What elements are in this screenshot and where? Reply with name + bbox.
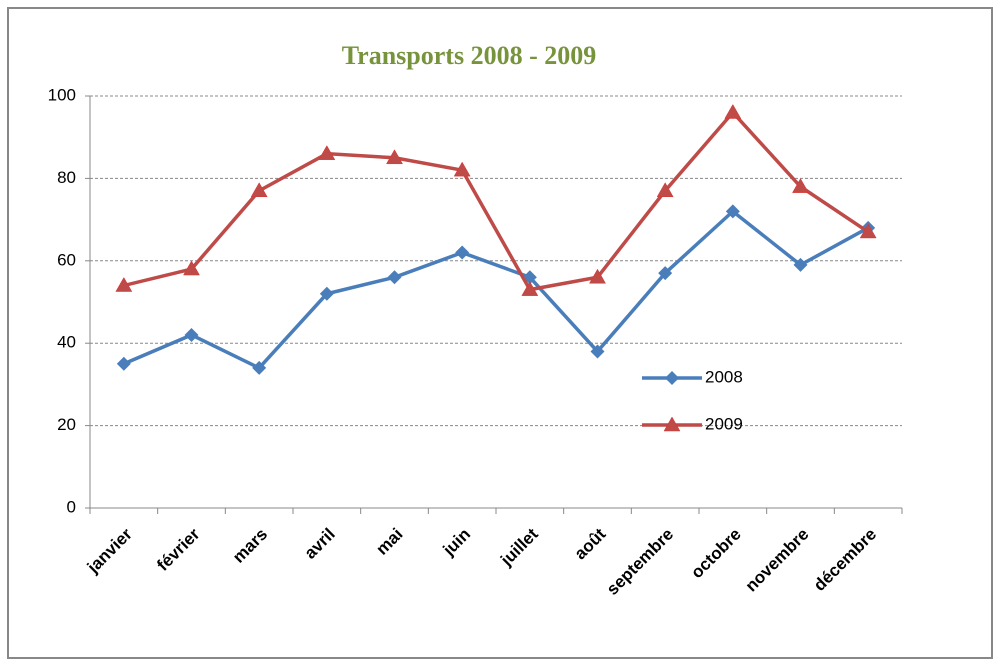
legend-label: 2008 — [705, 367, 743, 386]
legend-marker — [665, 371, 679, 385]
point-marker — [793, 257, 808, 272]
point-marker — [725, 204, 740, 219]
y-tick-label: 0 — [67, 497, 76, 516]
series-line — [123, 109, 870, 292]
point-marker — [387, 270, 402, 285]
point-marker — [724, 103, 742, 119]
chart-border — [7, 7, 993, 659]
point-marker — [590, 344, 605, 359]
point-marker — [386, 149, 403, 165]
y-tick-label: 100 — [48, 85, 76, 104]
y-tick-label: 20 — [57, 415, 76, 434]
y-tick-label: 80 — [57, 168, 76, 187]
point-marker — [455, 245, 470, 260]
point-marker — [116, 356, 131, 371]
point-marker — [183, 260, 200, 276]
legend-marker — [663, 416, 681, 432]
point-marker — [184, 327, 199, 342]
point-marker — [521, 281, 539, 296]
series-line — [123, 209, 870, 371]
point-marker — [115, 277, 133, 292]
chart-title: Transports 2008 - 2009 — [342, 41, 596, 70]
point-marker — [792, 178, 809, 193]
point-marker — [453, 161, 471, 177]
point-marker — [250, 182, 268, 198]
point-marker — [589, 268, 606, 284]
y-tick-label: 40 — [57, 333, 76, 352]
point-marker — [319, 286, 334, 301]
point-marker — [859, 223, 877, 239]
point-marker — [252, 360, 267, 375]
point-marker — [318, 145, 336, 160]
point-marker — [658, 266, 673, 281]
legend-label: 2009 — [705, 414, 743, 433]
point-marker — [656, 182, 674, 198]
y-tick-label: 60 — [57, 250, 76, 269]
